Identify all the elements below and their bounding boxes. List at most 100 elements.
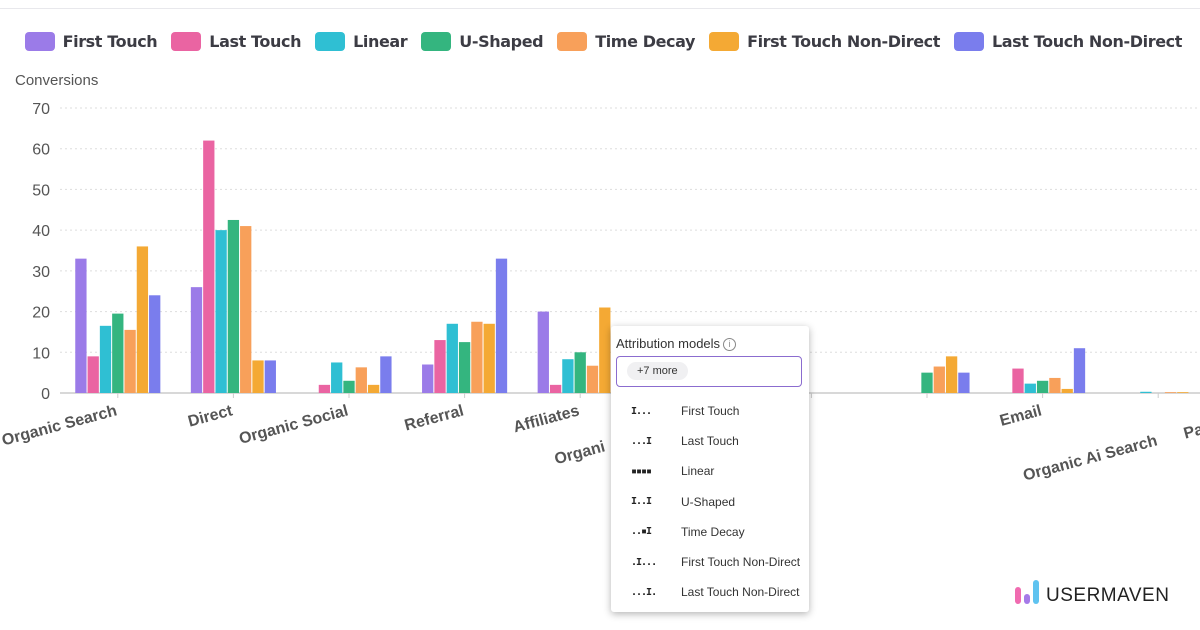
bar [958,372,970,393]
bar [434,340,446,393]
legend-swatch [953,32,984,51]
bar [586,365,599,393]
attribution-model-option[interactable]: ...I. Last Touch Non-Direct [613,577,807,607]
legend-item[interactable]: Last Touch Non-Direct [953,32,1182,51]
bar [495,258,508,393]
attribution-model-option[interactable]: I... First Touch [613,396,807,426]
attribution-model-option[interactable]: .I... First Touch Non-Direct [613,547,807,577]
x-tick-label: Paid Search [1182,402,1200,442]
legend-swatch [557,32,588,51]
x-tick-label: Organi [553,438,607,468]
attribution-model-option[interactable]: ▪▪▪▪ Linear [613,456,807,486]
logo-bar [1024,594,1030,604]
x-tick-label: Email [998,402,1044,429]
bar [318,384,331,393]
legend-item[interactable]: Last Touch [171,32,301,51]
bar [343,380,355,393]
info-icon[interactable]: i [723,338,737,351]
legend-item[interactable]: First Touch [24,32,158,51]
attribution-model-option[interactable]: ...I Last Touch [613,426,807,456]
bar [75,258,87,393]
bar [1140,391,1152,393]
dropdown-title-text: Attribution models [616,336,721,351]
bar [99,325,112,393]
bar [136,246,149,393]
attribution-model-icon: .I... [631,556,657,568]
legend-swatch [709,32,740,51]
legend-item[interactable]: Linear [315,32,408,51]
attribution-model-icon: I..I [631,496,652,508]
attribution-model-label: Last Touch Non-Direct [681,585,800,600]
bar [446,323,458,393]
y-axis-label: Conversions [15,72,98,89]
bar [227,219,240,393]
legend-label: Linear [353,32,408,51]
y-tick-label: 20 [32,305,50,322]
bar [367,384,380,393]
attribution-models-select[interactable]: +7 more [616,356,802,387]
legend-label: Time Decay [595,32,696,51]
legend-label: First Touch [62,32,158,51]
x-tick-label: Organic Search [0,402,119,449]
bar [458,342,471,393]
bar [240,226,252,393]
bar [1012,368,1024,393]
attribution-model-icon: ...I [631,435,652,447]
attribution-model-label: First Touch [681,404,740,419]
logo-bar [1015,587,1021,604]
y-tick-label: 40 [32,223,50,240]
y-tick-label: 60 [32,142,50,159]
bar [380,356,392,393]
attribution-model-label: Time Decay [681,524,745,539]
bar [1036,380,1049,393]
usermaven-logo-icon [1015,580,1039,604]
bar [149,295,161,393]
bar [87,356,99,393]
more-chip[interactable]: +7 more [627,362,688,380]
bar [112,313,124,393]
y-tick-label: 50 [32,182,50,199]
bar [945,356,958,393]
attribution-model-icon: ..▪I [631,526,652,538]
legend-swatch [421,32,452,51]
x-tick-label: Organic Social [237,402,350,447]
legend-swatch [24,32,55,51]
attribution-models-list: I... First Touch ...I Last Touch ▪▪▪▪ Linear I… [613,396,807,607]
attribution-model-option[interactable]: I..I U-Shaped [613,487,807,517]
bar [331,362,343,393]
legend-swatch [315,32,346,51]
bar [1061,388,1073,393]
legend-swatch [171,32,202,51]
bar [599,307,611,393]
bar [1024,383,1036,393]
bar [1049,377,1061,393]
legend-label: First Touch Non-Direct [747,32,940,51]
logo-bar [1033,580,1039,604]
bar [252,360,264,393]
legend-label: U-Shaped [459,32,544,51]
legend-item[interactable]: U-Shaped [421,32,544,51]
bar [1073,348,1086,393]
y-tick-label: 0 [41,386,50,403]
attribution-model-option[interactable]: ..▪I Time Decay [613,517,807,547]
bar [1177,392,1189,393]
legend-item[interactable]: Time Decay [557,32,695,51]
bar [215,230,227,393]
bar [471,321,483,393]
bar [422,364,434,393]
y-tick-label: 70 [32,101,50,118]
legend-label: Last Touch Non-Direct [991,32,1182,51]
attribution-models-dropdown: Attribution models i +7 more I... First To… [611,326,809,612]
top-divider [0,8,1200,9]
bar [124,329,136,393]
x-tick-label: Affiliates [512,402,582,436]
bar [537,311,549,393]
bar [190,287,203,393]
y-tick-label: 30 [32,264,50,281]
attribution-model-icon: ▪▪▪▪ [631,465,652,477]
dropdown-title: Attribution models i [616,336,737,351]
legend-item[interactable]: First Touch Non-Direct [709,32,940,51]
attribution-model-label: Last Touch [681,434,739,449]
x-tick-label: Organic Ai Search [1021,432,1159,484]
